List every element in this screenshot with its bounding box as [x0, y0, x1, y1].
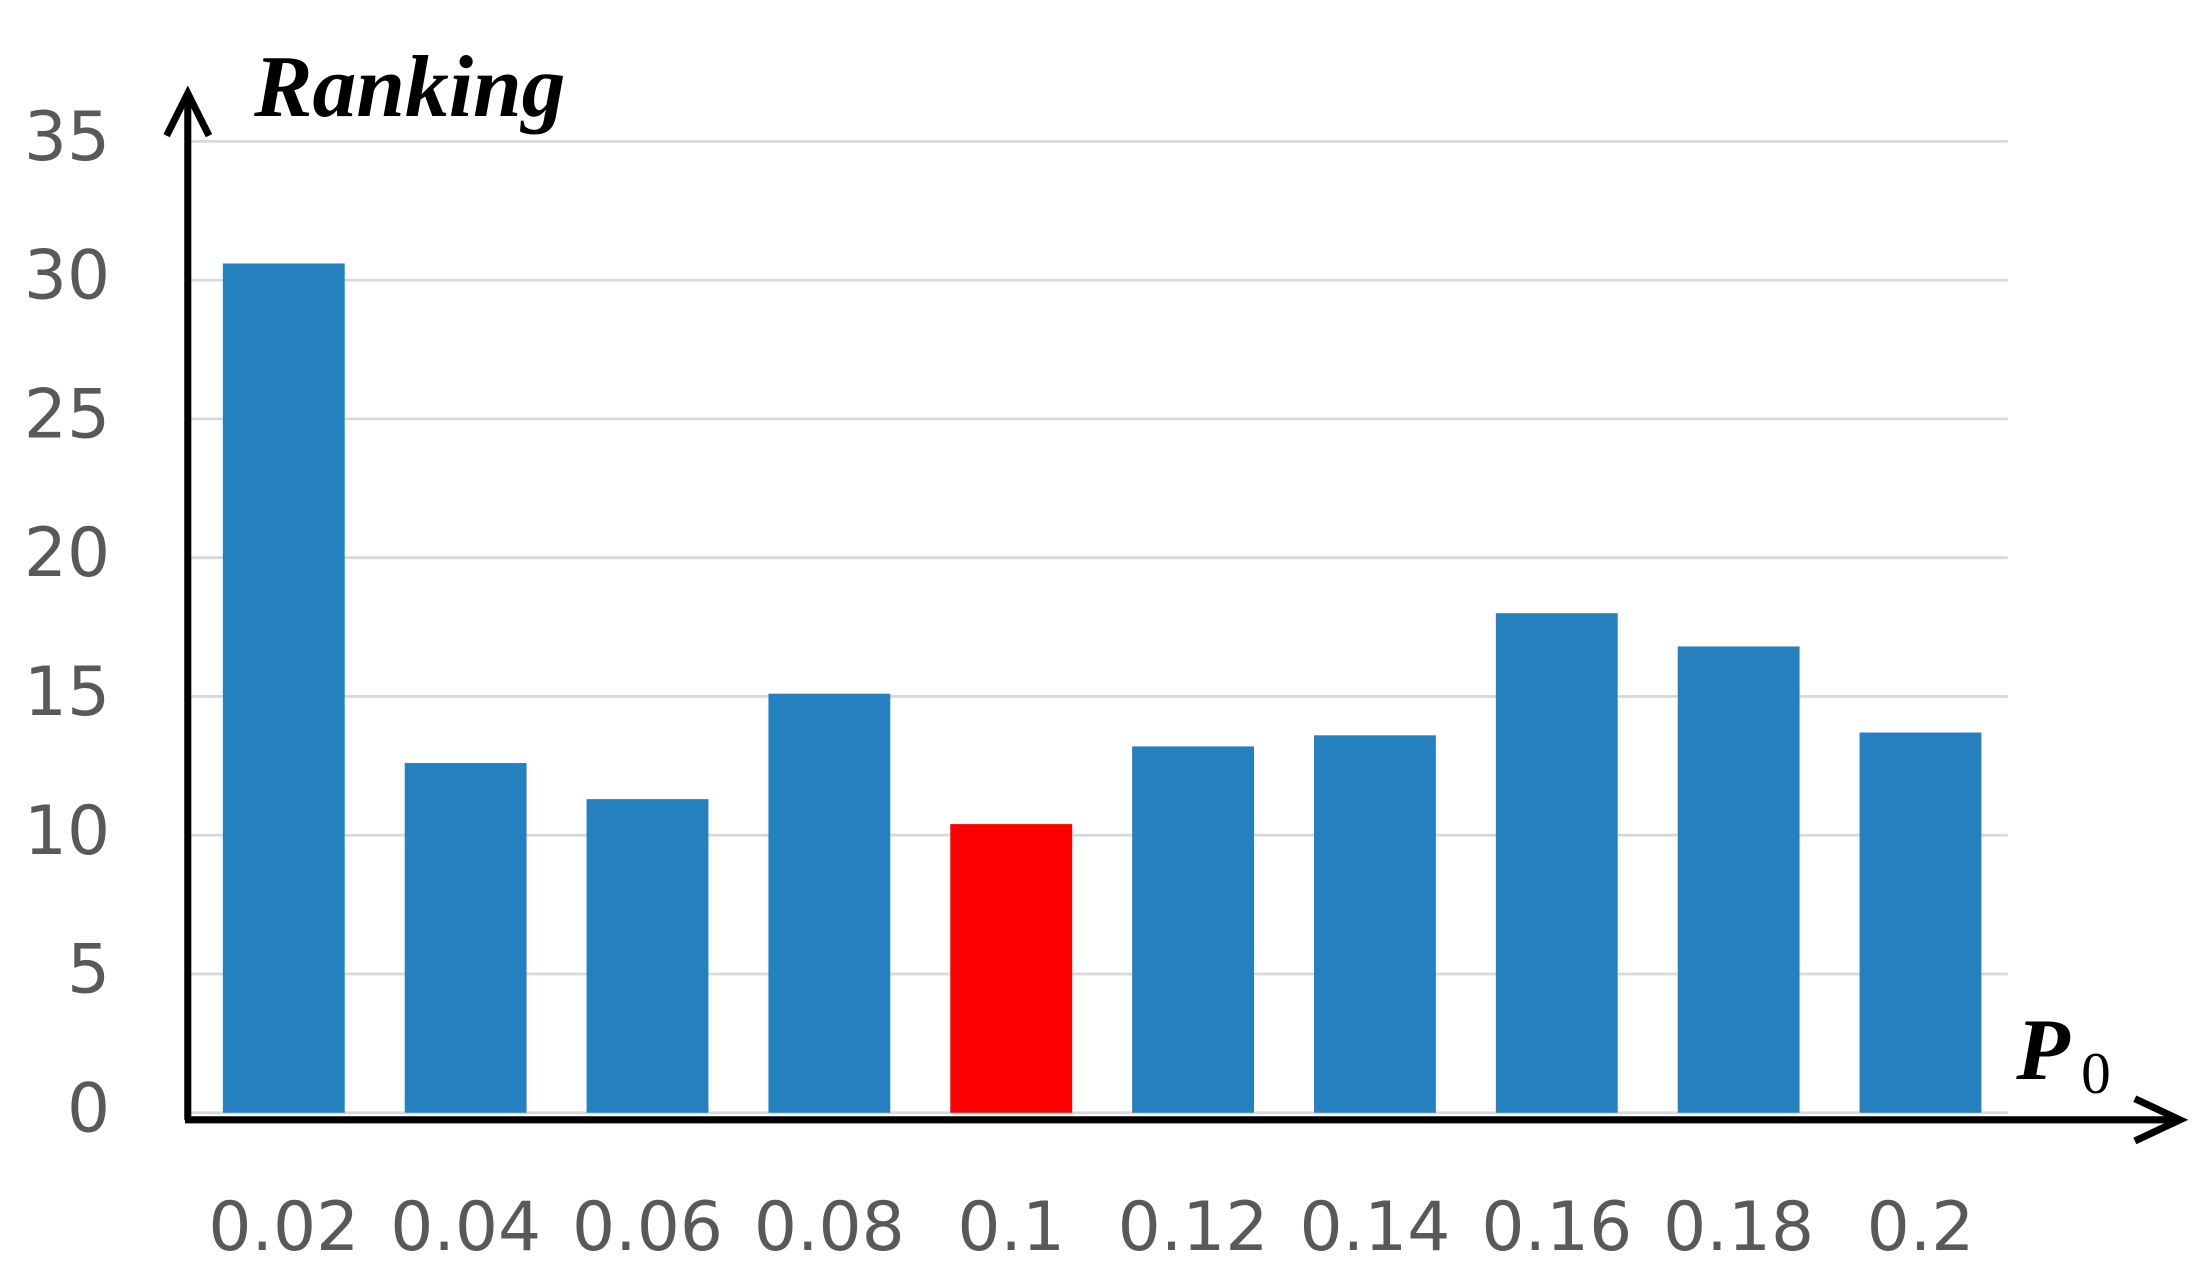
- bar: [768, 693, 891, 1113]
- bar: [1314, 735, 1436, 1113]
- y-tick-label: 5: [67, 930, 110, 1009]
- x-axis-title: P: [2015, 1001, 2071, 1098]
- bar: [950, 824, 1073, 1113]
- x-tick-label: 0.08: [754, 1187, 905, 1266]
- y-tick-label: 25: [24, 374, 110, 453]
- y-tick-label: 30: [24, 236, 110, 315]
- bar: [1132, 746, 1254, 1113]
- bars: [222, 263, 1982, 1113]
- bar: [404, 763, 527, 1113]
- bar: [586, 799, 709, 1113]
- x-tick-label: 0.16: [1481, 1187, 1632, 1266]
- y-tick-label: 35: [24, 97, 110, 176]
- x-tick-label: 0.06: [572, 1187, 723, 1266]
- x-tick-label: 0.1: [957, 1187, 1065, 1266]
- x-axis-title-subscript: 0: [2081, 1040, 2111, 1106]
- y-tick-label: 20: [24, 513, 110, 592]
- x-tick-label: 0.04: [390, 1187, 541, 1266]
- bar: [1677, 646, 1800, 1113]
- x-tick-label: 0.02: [208, 1187, 359, 1266]
- x-tick-label: 0.2: [1867, 1187, 1975, 1266]
- y-tick-label: 0: [67, 1068, 110, 1147]
- x-tick-label: 0.14: [1299, 1187, 1450, 1266]
- y-tick-label: 15: [24, 652, 110, 731]
- y-axis-arrow: [163, 85, 213, 138]
- x-axis-arrow: [2133, 1095, 2189, 1145]
- bar: [1859, 732, 1982, 1113]
- x-tick-label: 0.18: [1663, 1187, 1814, 1266]
- x-tick-label: 0.12: [1118, 1187, 1269, 1266]
- bar: [1495, 613, 1618, 1113]
- bar: [222, 263, 345, 1113]
- y-axis-title: Ranking: [253, 38, 565, 135]
- y-tick-label: 10: [24, 791, 110, 870]
